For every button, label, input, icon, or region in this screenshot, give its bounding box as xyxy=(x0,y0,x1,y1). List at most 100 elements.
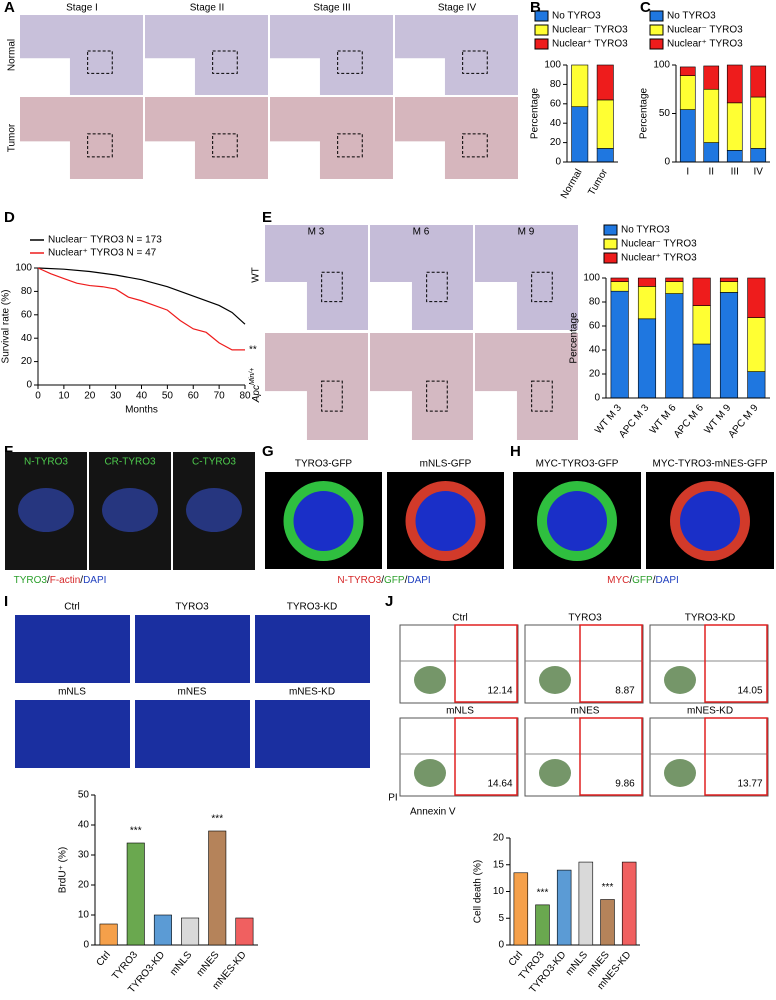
caption-part: GFP xyxy=(632,575,653,586)
y-tick-label: 0 xyxy=(664,157,670,168)
cell xyxy=(186,488,242,532)
survival-line xyxy=(37,267,245,351)
bar xyxy=(153,914,172,946)
y-tick-label: 60 xyxy=(21,309,33,320)
y-axis-label: Percentage xyxy=(569,312,580,364)
bar-segment xyxy=(637,277,657,287)
caption-part: DAPI xyxy=(407,575,430,586)
plot-label: TYRO3 xyxy=(568,613,602,624)
bar xyxy=(578,861,594,946)
bar-segment xyxy=(637,286,657,320)
x-tick-label: 50 xyxy=(162,391,174,402)
caption: TYRO3/F-actin/DAPI xyxy=(14,575,107,586)
x-tick-label: 80 xyxy=(239,391,251,402)
row-label: ApcMin/+ xyxy=(249,368,262,404)
inset-region xyxy=(531,380,553,412)
cell-cloud xyxy=(664,666,696,694)
legend-swatch xyxy=(649,24,664,36)
x-tick-label: Tumor xyxy=(586,167,610,198)
x-tick-label: Normal xyxy=(559,167,585,200)
micrograph xyxy=(15,615,130,683)
y-tick-label: 10 xyxy=(493,886,505,897)
inset-region xyxy=(462,50,488,74)
y-axis-label: Cell death (%) xyxy=(473,860,484,923)
panel-letter: H xyxy=(510,443,521,460)
legend-label: No TYRO3 xyxy=(667,11,716,22)
image-label: MYC-TYRO3-GFP xyxy=(536,459,619,470)
plot-label: mNES-KD xyxy=(687,706,733,717)
bar-segment xyxy=(665,277,684,282)
legend-swatch xyxy=(603,252,618,264)
bar xyxy=(126,842,145,946)
y-tick-label: 80 xyxy=(21,286,33,297)
bar-segment xyxy=(703,142,720,163)
x-tick-label: APC M 3 xyxy=(617,402,651,440)
bar xyxy=(181,917,200,946)
gate-value: 8.87 xyxy=(615,686,635,697)
panel-letter: F xyxy=(4,443,13,460)
bar-segment xyxy=(692,343,711,399)
gate-value: 14.64 xyxy=(487,779,512,790)
caption-part: DAPI xyxy=(656,575,679,586)
bar-segment xyxy=(679,66,696,76)
bar-segment xyxy=(610,290,629,399)
column-label: Stage IV xyxy=(438,3,477,14)
column-label: Stage III xyxy=(313,3,350,14)
gate-value: 12.14 xyxy=(487,686,512,697)
y-tick-label: 20 xyxy=(550,137,562,148)
inset xyxy=(144,58,195,96)
legend-swatch xyxy=(534,38,549,50)
legend-label: Nuclear⁺ TYRO3 N = 47 xyxy=(48,248,157,259)
image-label: Ctrl xyxy=(64,602,80,613)
x-tick-label: APC M 6 xyxy=(672,402,706,440)
y-tick-label: 0 xyxy=(498,940,504,951)
significance: *** xyxy=(602,882,614,893)
row-label-sup: Min/+ xyxy=(249,368,256,385)
bar-segment xyxy=(750,148,767,163)
cell-cloud xyxy=(539,759,571,787)
x-tick-label: Ctrl xyxy=(507,950,525,969)
significance: *** xyxy=(211,814,223,825)
legend-swatch xyxy=(534,10,549,22)
y-tick-label: 15 xyxy=(493,859,505,870)
bar xyxy=(535,904,550,946)
image-label: CR-TYRO3 xyxy=(104,457,156,468)
row-label: Tumor xyxy=(7,123,18,152)
row-label-base: Apc xyxy=(251,385,262,403)
legend-swatch xyxy=(534,24,549,36)
bar-segment xyxy=(637,318,657,399)
plot-label: Ctrl xyxy=(452,613,468,624)
y-tick-label: 50 xyxy=(78,790,90,801)
y-axis-label: BrdU⁺ (%) xyxy=(58,847,69,893)
row-label: Normal xyxy=(7,39,18,71)
bar xyxy=(208,830,227,946)
bar xyxy=(556,869,572,946)
plot-label: TYRO3-KD xyxy=(685,613,736,624)
bar-segment xyxy=(679,75,696,110)
inset-region xyxy=(426,271,448,303)
y-tick-label: 100 xyxy=(15,263,32,274)
x-tick-label: IV xyxy=(754,167,764,178)
x-tick-label: 10 xyxy=(58,391,70,402)
y-tick-label: 20 xyxy=(589,369,601,380)
legend-label: Nuclear⁻ TYRO3 xyxy=(667,25,743,36)
inset-region xyxy=(462,133,488,158)
legend-label: Nuclear⁻ TYRO3 xyxy=(552,25,628,36)
bar-segment xyxy=(750,96,767,149)
bar-segment xyxy=(747,317,766,372)
legend-swatch xyxy=(649,38,664,50)
cell-nucleus xyxy=(293,491,354,551)
inset xyxy=(474,391,517,441)
bar-segment xyxy=(726,64,743,104)
caption-part: / xyxy=(381,575,384,586)
column-label: M 9 xyxy=(518,227,535,238)
caption-part: TYRO3 xyxy=(14,575,48,586)
x-tick-label: 60 xyxy=(188,391,200,402)
survival-line xyxy=(37,267,246,325)
gate xyxy=(579,624,643,703)
bar xyxy=(513,872,529,946)
image-label: MYC-TYRO3-mNES-GFP xyxy=(653,459,768,470)
image-label: mNLS xyxy=(58,687,86,698)
image-label: TYRO3-KD xyxy=(287,602,338,613)
